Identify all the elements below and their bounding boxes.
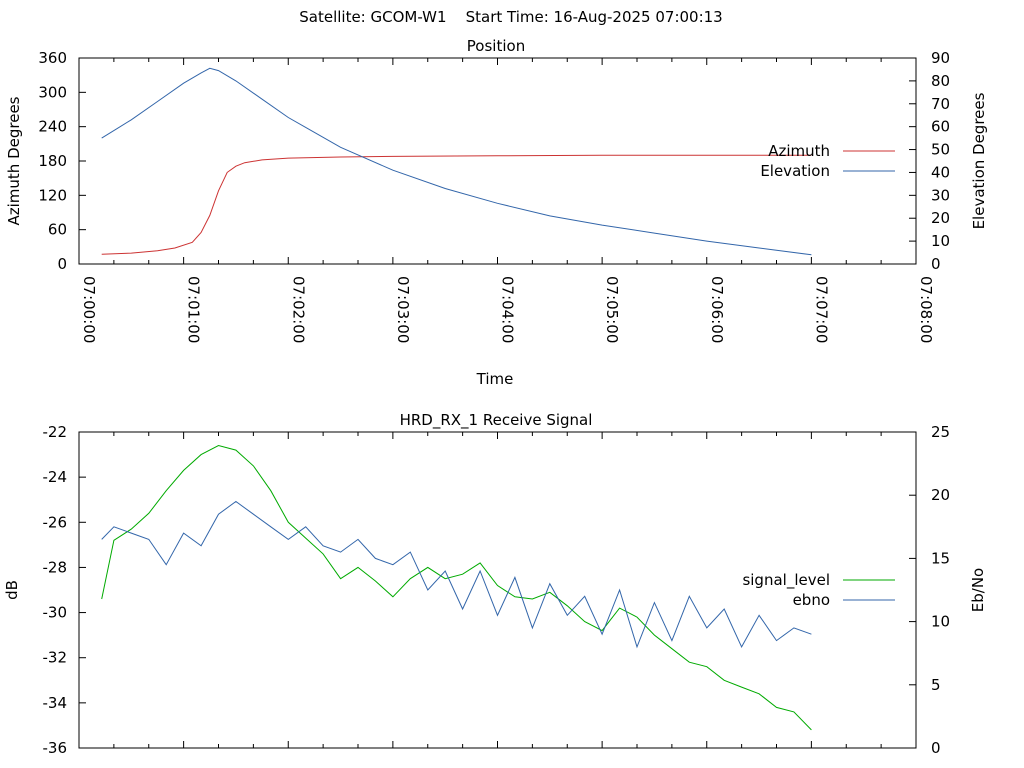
x-tick-label: 07:03:00 — [394, 276, 412, 343]
series-line-ebno — [101, 500, 812, 649]
y2-tick-label: 40 — [931, 163, 950, 181]
y2-tick-label: 10 — [931, 613, 950, 631]
y2-tick-label: 60 — [931, 118, 950, 136]
position-series — [101, 67, 812, 256]
series-line-azimuth — [101, 154, 812, 255]
series-line-elevation — [101, 67, 812, 256]
y-tick-label: 300 — [38, 83, 67, 101]
y-tick-label: -24 — [43, 468, 68, 486]
signal-y2-label: Eb/No — [969, 568, 987, 612]
signal-series — [101, 444, 812, 731]
position-y-label: Azimuth Degrees — [5, 96, 23, 225]
y2-tick-label: 50 — [931, 141, 950, 159]
position-chart: Position Azimuth Degrees Elevation Degre… — [5, 37, 988, 388]
y-tick-label: 60 — [48, 221, 67, 239]
y-tick-label: 180 — [38, 152, 67, 170]
legend-label: Azimuth — [768, 142, 830, 160]
legend-label: Elevation — [760, 162, 830, 180]
y-tick-label: -32 — [43, 649, 68, 667]
y-tick-label: 120 — [38, 186, 67, 204]
y2-tick-label: 25 — [931, 423, 950, 441]
signal-chart: HRD_RX_1 Receive Signal dB Eb/No -36-34-… — [3, 411, 987, 757]
x-tick-label: 07:04:00 — [499, 276, 517, 343]
y-tick-label: 240 — [38, 118, 67, 136]
y2-tick-label: 70 — [931, 95, 950, 113]
y-tick-label: 360 — [38, 49, 67, 67]
y2-tick-label: 20 — [931, 486, 950, 504]
y-tick-label: -22 — [43, 423, 68, 441]
x-tick-label: 07:07:00 — [812, 276, 830, 343]
position-x-label: Time — [476, 370, 514, 388]
x-tick-label: 07:06:00 — [708, 276, 726, 343]
position-axes: 0 60 120 180 240 300 360 0 10 20 30 40 50 60 70 80 90 07:… — [38, 49, 950, 343]
x-tick-label: 07:00:00 — [80, 276, 98, 343]
y2-tick-label: 10 — [931, 232, 950, 250]
x-tick-label: 07:08:00 — [917, 276, 935, 343]
y2-tick-label: 5 — [931, 676, 941, 694]
y-tick-label: 0 — [57, 255, 67, 273]
position-y2-label: Elevation Degrees — [970, 92, 988, 229]
signal-axes: -36 -34 -32 -30 -28 -26 -24 -22 0 5 10 15 20 25 — [43, 423, 951, 757]
y-tick-label: -28 — [43, 558, 68, 576]
position-legend: Azimuth Elevation — [760, 142, 895, 180]
y2-tick-label: 30 — [931, 186, 950, 204]
signal-title: HRD_RX_1 Receive Signal — [400, 411, 593, 430]
y-tick-label: -36 — [43, 739, 68, 757]
legend-label: signal_level — [742, 571, 830, 590]
series-line-signal-level — [101, 444, 812, 731]
y-tick-label: -34 — [43, 694, 68, 712]
position-title: Position — [467, 37, 525, 55]
y2-tick-label: 0 — [931, 739, 941, 757]
position-plot-frame — [78, 57, 917, 265]
legend-label: ebno — [793, 591, 830, 609]
y2-tick-label: 15 — [931, 549, 950, 567]
y-tick-label: -30 — [43, 604, 68, 622]
y2-tick-label: 80 — [931, 72, 950, 90]
signal-y-label: dB — [3, 580, 21, 600]
y-tick-label: -26 — [43, 513, 68, 531]
y2-tick-label: 90 — [931, 49, 950, 67]
signal-plot-frame — [78, 431, 917, 749]
page-header: Satellite: GCOM-W1 Start Time: 16-Aug-20… — [299, 8, 722, 26]
x-tick-label: 07:02:00 — [289, 276, 307, 343]
x-tick-label: 07:01:00 — [185, 276, 203, 343]
y2-tick-label: 0 — [931, 255, 941, 273]
x-tick-label: 07:05:00 — [603, 276, 621, 343]
y2-tick-label: 20 — [931, 209, 950, 227]
